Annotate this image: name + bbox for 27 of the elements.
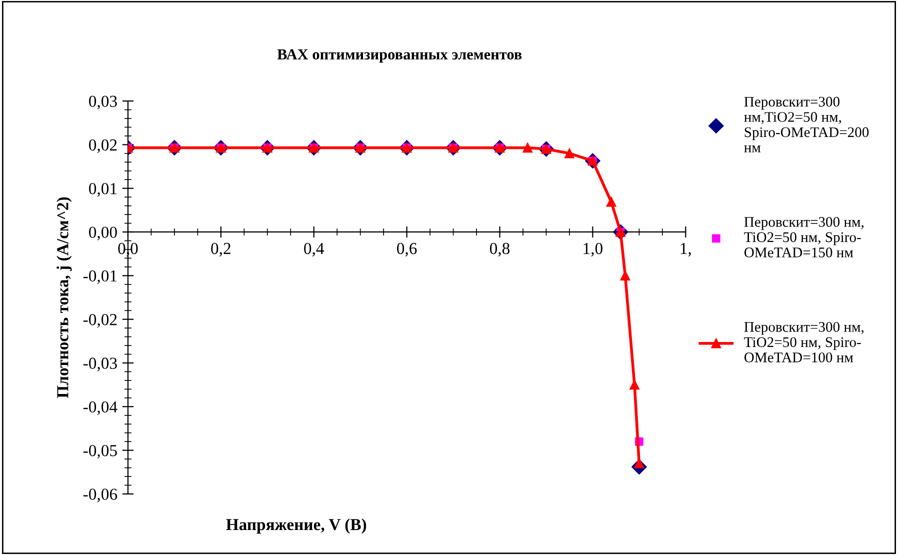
y-tick-label: 0,01 xyxy=(89,183,117,197)
y-tick-label: 0,02 xyxy=(89,139,117,154)
x-tick-label: 0,6 xyxy=(397,242,417,257)
chart-title: ВАХ оптимизированных элементов xyxy=(277,49,522,63)
y-tick-label: -0,04 xyxy=(83,401,118,415)
y-tick-label: 0,03 xyxy=(89,96,117,110)
point xyxy=(564,148,574,158)
y-tick-label: -0,03 xyxy=(83,358,117,372)
y-tick-label: 0,00 xyxy=(89,226,117,240)
y-tick-label: -0,06 xyxy=(83,488,118,502)
x-tick-label: 0,4 xyxy=(304,242,324,257)
legend-label: Перовскит=300 нм,TiO2=50 нм, Spiro-OMeTAD=200 нм xyxy=(744,96,869,152)
y-axis-title: Плотность тока, j (А/см^2) xyxy=(56,197,72,398)
x-axis-title: Напряжение, V (В) xyxy=(226,518,366,534)
point xyxy=(522,142,532,153)
x-tick-label: 0,2 xyxy=(211,242,230,257)
point xyxy=(630,380,640,390)
x-tick-label: 1, xyxy=(680,242,691,257)
point xyxy=(620,270,630,281)
legend-label: Перовскит=300 нм, TiO2=50 нм, Spiro-OMeTAD=100 нм xyxy=(744,322,864,362)
legend-label: Перовскит=300 нм, TiO2=50 нм, Spiro-OMeTAD=150 нм xyxy=(744,217,864,258)
x-tick-label: 0,8 xyxy=(490,242,510,257)
y-tick-label: -0,02 xyxy=(83,314,117,328)
point xyxy=(606,197,616,207)
x-tick-label: 1,0 xyxy=(584,242,602,257)
y-tick-label: -0,01 xyxy=(83,270,117,284)
y-tick-label: -0,05 xyxy=(83,444,117,459)
